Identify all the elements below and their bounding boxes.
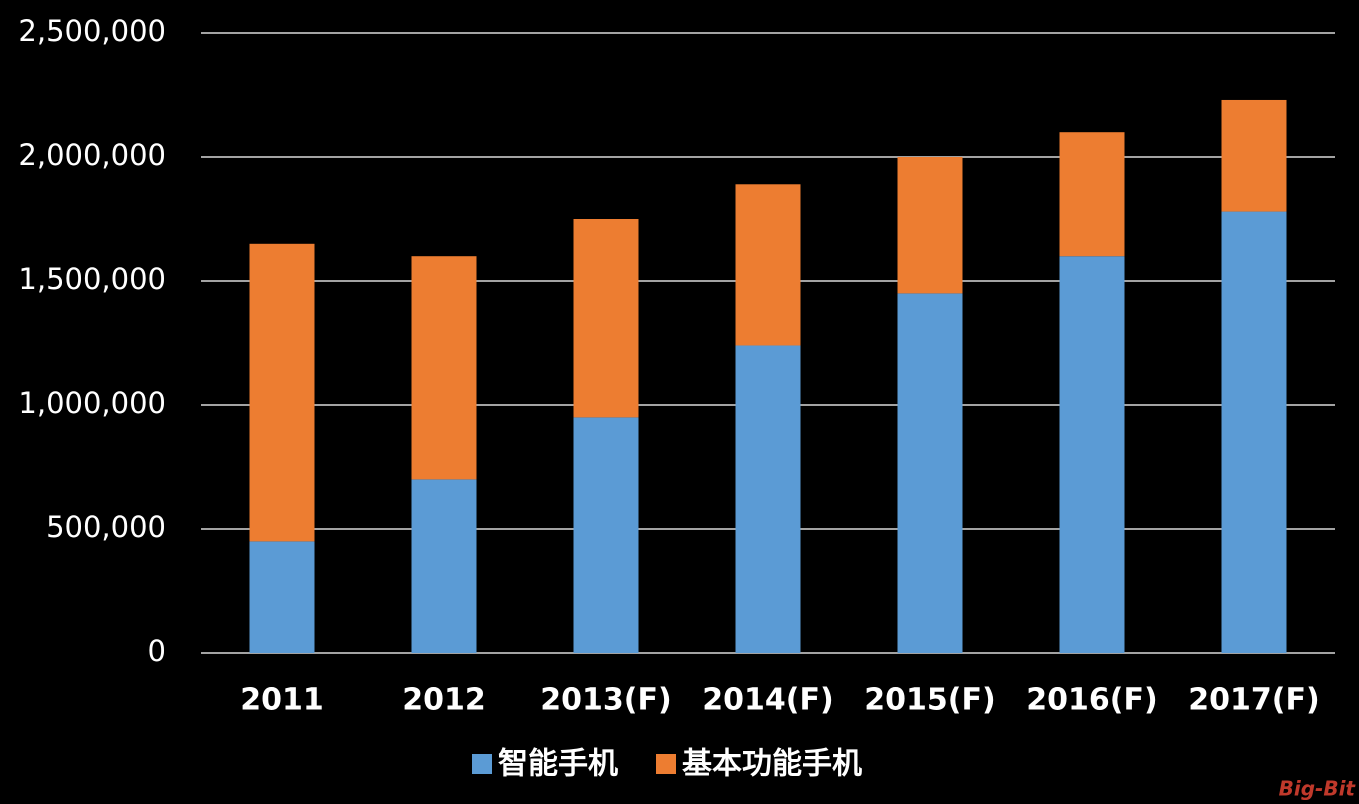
x-tick-label: 2016(F) — [1026, 683, 1157, 718]
legend-label: 智能手机 — [498, 747, 618, 782]
legend-swatch — [472, 754, 492, 774]
x-tick-label: 2013(F) — [540, 683, 671, 718]
bar-segment — [249, 541, 315, 653]
bar-segment — [573, 417, 639, 653]
y-tick-label: 0 — [148, 634, 166, 668]
bar-segment — [411, 479, 477, 653]
bar-segment — [735, 345, 801, 653]
bar-segment — [897, 157, 963, 294]
x-tick-label: 2015(F) — [864, 683, 995, 718]
y-tick-label: 1,000,000 — [18, 386, 166, 420]
bar-segment — [1221, 99, 1287, 212]
bar-segment — [573, 219, 639, 418]
x-tick-label: 2014(F) — [702, 683, 833, 718]
watermark: Big-Bit — [1279, 777, 1357, 801]
y-tick-label: 1,500,000 — [18, 262, 166, 296]
bar-segment — [735, 184, 801, 346]
bar-segment — [897, 293, 963, 653]
x-tick-label: 2012 — [402, 683, 486, 718]
bar-segment — [1059, 256, 1125, 653]
legend-label: 基本功能手机 — [682, 747, 862, 782]
y-tick-label: 500,000 — [46, 510, 166, 544]
x-tick-label: 2011 — [240, 683, 324, 718]
legend-swatch — [656, 754, 676, 774]
bar-segment — [249, 243, 315, 542]
bar-segment — [1059, 132, 1125, 257]
y-tick-label: 2,000,000 — [18, 138, 166, 172]
x-tick-label: 2017(F) — [1188, 683, 1319, 718]
bar-segment — [1221, 211, 1287, 653]
y-tick-label: 2,500,000 — [18, 14, 166, 48]
bar-segment — [411, 256, 477, 480]
